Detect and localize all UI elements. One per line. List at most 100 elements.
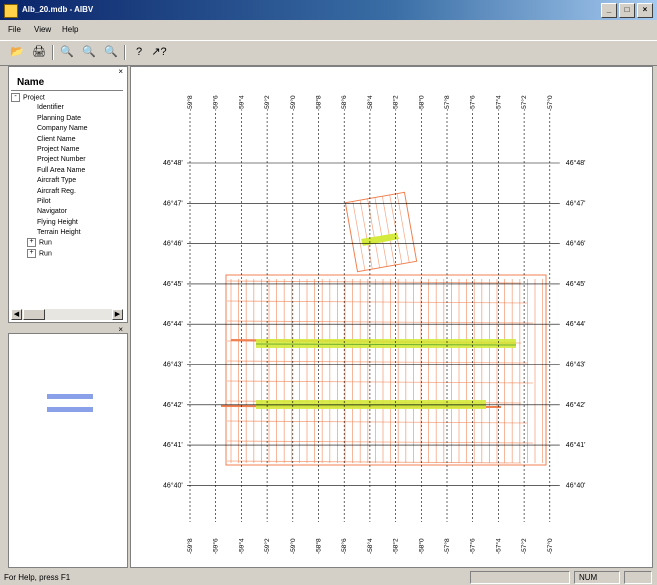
flight-line [396, 193, 410, 263]
overview-pane-close-icon[interactable]: × [118, 325, 123, 334]
lat-label-right: 46°45' [566, 280, 586, 288]
flight-line [359, 200, 373, 270]
minimize-button[interactable]: _ [601, 3, 617, 18]
lat-label-right: 46°44' [566, 320, 586, 328]
lon-label-bottom: -57°0 [546, 538, 554, 554]
menu-help[interactable]: Help [62, 25, 79, 34]
overview-map [47, 394, 93, 412]
tree-item[interactable]: Project Number [37, 156, 86, 164]
lon-label-top: -58°2 [392, 95, 400, 111]
print-icon[interactable]: 🖨 [32, 46, 46, 58]
lat-label-left: 46°43' [163, 361, 183, 369]
help-pointer-icon[interactable]: ↗? [151, 46, 167, 58]
tree-item-project[interactable]: - Project [11, 93, 125, 103]
flight-plan-map[interactable]: -59°8 -59°8 -59°6 -59°6 -59°4 -59°4 -59°2 -59°2… [131, 67, 652, 567]
coverage-run-3 [361, 233, 399, 246]
tree-item[interactable]: Company Name [37, 125, 88, 133]
coverage-run-1 [256, 339, 516, 348]
flight-line [226, 380, 534, 384]
overview-run-2 [47, 407, 93, 412]
lat-label-right: 46°46' [566, 240, 586, 248]
lat-label-left: 46°41' [163, 441, 183, 449]
lon-label-top: -59°6 [212, 95, 220, 111]
menu-bar: File View Help [0, 22, 657, 38]
lon-label-top: -59°4 [237, 95, 245, 111]
flight-line [226, 420, 528, 424]
window-title: Alb_20.mdb - AIBV [22, 5, 94, 14]
toolbar: 📂 🖨 🔍 🔍 🔍 ? ↗? [0, 40, 657, 66]
lat-label-right: 46°48' [566, 159, 586, 167]
flight-line [374, 197, 388, 267]
scroll-left-icon[interactable]: ◀ [11, 309, 22, 320]
info-icon[interactable]: ? [135, 46, 143, 58]
zoom-fit-icon[interactable]: 🔍 [104, 46, 118, 58]
lon-label-bottom: -58°4 [366, 538, 374, 554]
lon-label-top: -58°6 [340, 95, 348, 111]
title-bar: Alb_20.mdb - AIBV _ □ × [0, 0, 657, 20]
expand-icon[interactable]: + [27, 238, 36, 248]
tree-horizontal-scrollbar[interactable]: ◀ ▶ [11, 308, 123, 320]
lat-label-left: 46°47' [163, 199, 183, 207]
expand-icon[interactable]: + [27, 248, 36, 258]
lon-label-bottom: -58°6 [340, 538, 348, 554]
lon-label-top: -58°8 [315, 95, 323, 111]
tree-item[interactable]: Aircraft Type [37, 177, 77, 185]
map-view[interactable]: -59°8 -59°8 -59°6 -59°6 -59°4 -59°4 -59°2 -59°2… [130, 66, 653, 568]
tree-item[interactable]: Pilot [37, 197, 51, 205]
lon-label-top: -59°8 [186, 95, 194, 111]
tree-item[interactable]: Terrain Height [37, 229, 81, 237]
app-icon [4, 4, 18, 18]
tree-item[interactable]: Full Area Name [37, 166, 86, 174]
tree-item[interactable]: Planning Date [37, 114, 81, 122]
flight-line [367, 198, 381, 268]
tree-header: Name [11, 77, 123, 91]
tree-item[interactable]: Aircraft Reg. [37, 187, 76, 195]
lon-label-bottom: -57°4 [494, 538, 502, 554]
status-panel-end [624, 571, 652, 584]
tree-pane: × Name - Project Identifier Planning Date… [8, 66, 128, 323]
lon-label-top: -57°4 [494, 95, 502, 111]
tree-pane-close-icon[interactable]: × [118, 67, 123, 76]
lat-label-left: 46°42' [163, 401, 183, 409]
zoom-out-icon[interactable]: 🔍 [60, 46, 74, 58]
overview-run-1 [47, 394, 93, 399]
lon-label-bottom: -59°4 [237, 538, 245, 554]
menu-view[interactable]: View [34, 25, 52, 34]
lon-label-bottom: -58°8 [315, 538, 323, 554]
status-bar: For Help, press F1 NUM [0, 570, 657, 585]
lat-label-left: 46°46' [163, 240, 183, 248]
tree-item[interactable]: Project Name [37, 145, 80, 153]
status-panel [470, 571, 570, 584]
lat-label-right: 46°40' [566, 481, 586, 489]
open-icon[interactable]: 📂 [10, 46, 24, 58]
flight-line [226, 440, 534, 444]
lat-label-right: 46°43' [566, 361, 586, 369]
zoom-in-icon[interactable]: 🔍 [82, 46, 96, 58]
coverage-outline [225, 274, 547, 466]
tree-item[interactable]: Flying Height [37, 218, 78, 226]
overview-pane: × [8, 325, 128, 568]
tree-item-run[interactable]: + Run [11, 238, 125, 248]
maximize-button[interactable]: □ [619, 3, 635, 18]
lon-label-top: -57°2 [520, 95, 528, 111]
lon-label-top: -57°0 [546, 95, 554, 111]
tree-item[interactable]: Client Name [37, 135, 76, 143]
close-button[interactable]: × [637, 3, 653, 18]
tree-item-run[interactable]: + Run [11, 248, 125, 259]
menu-file[interactable]: File [8, 25, 21, 34]
lat-label-right: 46°42' [566, 401, 586, 409]
lat-label-left: 46°40' [163, 481, 183, 489]
scroll-right-icon[interactable]: ▶ [112, 309, 123, 320]
flight-line [226, 300, 528, 304]
collapse-icon[interactable]: - [11, 93, 20, 102]
tree-item[interactable]: Identifier [37, 104, 64, 112]
lat-label-left: 46°45' [163, 280, 183, 288]
tree-item[interactable]: Navigator [37, 208, 67, 216]
scroll-thumb[interactable] [23, 309, 45, 320]
lat-label-left: 46°44' [163, 320, 183, 328]
flight-line [381, 196, 395, 266]
lon-label-bottom: -59°2 [263, 538, 271, 554]
lon-label-bottom: -59°6 [212, 538, 220, 554]
status-num: NUM [574, 571, 620, 584]
lon-label-bottom: -57°8 [443, 538, 451, 554]
